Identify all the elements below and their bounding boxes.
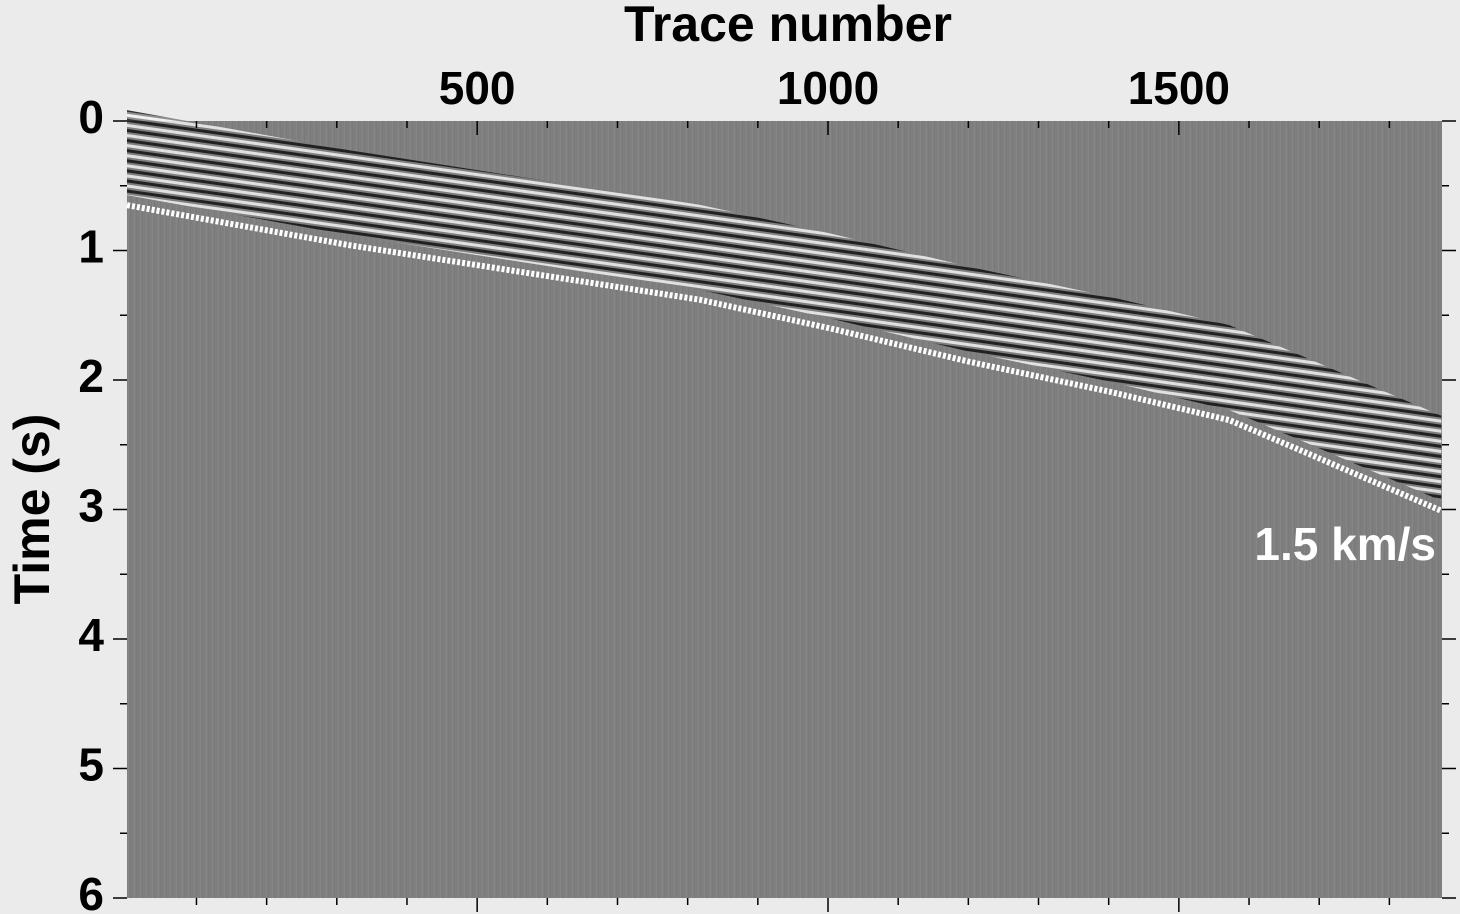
x-axis-label: Trace number: [624, 0, 952, 52]
y-tick-label: 1: [78, 221, 104, 273]
x-tick-label: 1500: [1128, 62, 1230, 114]
velocity-annotation: 1.5 km/s: [1254, 518, 1436, 570]
wavefield-band: [127, 110, 1442, 501]
y-tick-label: 3: [78, 480, 104, 532]
y-tick-label: 6: [78, 868, 104, 914]
x-tick-label: 500: [439, 62, 516, 114]
y-tick-label: 2: [78, 350, 104, 402]
velocity-line: [126, 202, 1443, 514]
x-tick-label: 1000: [777, 62, 879, 114]
y-tick-label: 0: [78, 91, 104, 143]
y-tick-label: 5: [78, 739, 104, 791]
y-tick-label: 4: [78, 609, 104, 661]
y-axis-label: Time (s): [4, 414, 60, 605]
